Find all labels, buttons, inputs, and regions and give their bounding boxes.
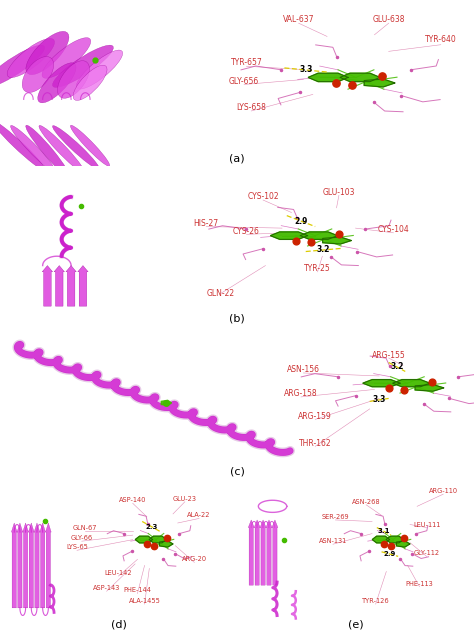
Ellipse shape — [0, 121, 46, 171]
Ellipse shape — [26, 125, 69, 176]
Polygon shape — [323, 237, 351, 244]
Polygon shape — [397, 541, 410, 547]
FancyArrow shape — [17, 523, 23, 608]
Text: ARG-159: ARG-159 — [298, 412, 332, 421]
Text: THR-162: THR-162 — [299, 439, 331, 448]
Text: TYR-640: TYR-640 — [425, 35, 456, 44]
Polygon shape — [135, 536, 153, 543]
Ellipse shape — [53, 45, 113, 87]
Polygon shape — [149, 536, 166, 543]
Text: LYS-65: LYS-65 — [66, 544, 88, 550]
Ellipse shape — [53, 125, 99, 169]
Polygon shape — [386, 536, 403, 543]
Ellipse shape — [7, 38, 55, 78]
Text: (a): (a) — [229, 154, 245, 164]
Text: CYS-104: CYS-104 — [378, 225, 409, 234]
Text: ASN-156: ASN-156 — [287, 366, 320, 375]
Polygon shape — [415, 385, 444, 391]
Text: 3.3: 3.3 — [299, 66, 312, 75]
Text: ALA-22: ALA-22 — [187, 512, 211, 519]
Ellipse shape — [26, 31, 69, 75]
FancyArrow shape — [11, 523, 17, 608]
Text: ASP-143: ASP-143 — [93, 585, 120, 591]
FancyArrow shape — [42, 266, 53, 306]
Text: GLU-103: GLU-103 — [323, 188, 355, 197]
Ellipse shape — [70, 125, 110, 166]
Polygon shape — [363, 380, 400, 387]
FancyArrow shape — [266, 520, 272, 585]
Text: ARG-20: ARG-20 — [182, 556, 207, 562]
Text: LYS-658: LYS-658 — [236, 103, 266, 112]
Polygon shape — [392, 380, 430, 387]
Text: SER-269: SER-269 — [321, 514, 349, 520]
Text: PHE-113: PHE-113 — [406, 581, 433, 587]
Polygon shape — [372, 536, 390, 543]
Ellipse shape — [76, 50, 123, 89]
Text: GLY-656: GLY-656 — [229, 76, 259, 85]
Ellipse shape — [42, 38, 91, 78]
Polygon shape — [300, 232, 337, 240]
FancyArrow shape — [28, 523, 34, 608]
Ellipse shape — [22, 57, 54, 92]
Text: LEU-142: LEU-142 — [105, 570, 132, 576]
Text: GLU-23: GLU-23 — [173, 496, 197, 502]
Text: ARG-158: ARG-158 — [284, 389, 318, 398]
Text: 3.3: 3.3 — [373, 396, 386, 404]
Text: 3.2: 3.2 — [317, 245, 330, 254]
Text: PHE-144: PHE-144 — [123, 587, 152, 594]
Polygon shape — [364, 79, 395, 87]
Ellipse shape — [0, 45, 45, 87]
FancyArrow shape — [78, 266, 88, 306]
FancyArrow shape — [40, 523, 46, 608]
Text: GLY-112: GLY-112 — [413, 550, 440, 556]
Text: VAL-637: VAL-637 — [283, 15, 314, 24]
Text: ASN-268: ASN-268 — [352, 499, 381, 505]
Text: CYS-26: CYS-26 — [233, 227, 260, 236]
Text: 3.2: 3.2 — [390, 362, 404, 371]
Text: (e): (e) — [348, 619, 363, 629]
Text: 3.1: 3.1 — [378, 528, 390, 534]
Text: LEU-111: LEU-111 — [413, 522, 440, 527]
Ellipse shape — [38, 63, 76, 103]
FancyArrow shape — [66, 266, 76, 306]
Ellipse shape — [10, 125, 56, 173]
Polygon shape — [308, 73, 348, 82]
Text: ASP-140: ASP-140 — [119, 497, 146, 503]
Text: ASN-131: ASN-131 — [319, 538, 347, 544]
FancyArrow shape — [46, 523, 51, 608]
Text: CYS-102: CYS-102 — [247, 192, 279, 201]
Text: GLN-22: GLN-22 — [206, 289, 235, 298]
Text: ALA-1455: ALA-1455 — [128, 598, 161, 604]
FancyArrow shape — [254, 520, 260, 585]
Text: ARG-110: ARG-110 — [428, 488, 458, 494]
Text: GLN-67: GLN-67 — [73, 524, 98, 531]
Polygon shape — [271, 232, 308, 240]
Text: 2.3: 2.3 — [146, 524, 158, 530]
Text: (d): (d) — [110, 619, 127, 629]
Polygon shape — [160, 541, 173, 547]
Polygon shape — [161, 400, 172, 406]
Text: TYR-25: TYR-25 — [304, 264, 331, 273]
Text: TYR-657: TYR-657 — [231, 59, 262, 68]
FancyArrow shape — [34, 523, 40, 608]
Text: HIS-27: HIS-27 — [193, 219, 219, 228]
Text: 2.9: 2.9 — [383, 551, 396, 557]
Text: (b): (b) — [229, 313, 245, 324]
Polygon shape — [340, 73, 380, 82]
FancyArrow shape — [272, 520, 278, 585]
Ellipse shape — [39, 125, 84, 173]
Text: GLY-66: GLY-66 — [71, 535, 93, 541]
FancyArrow shape — [23, 523, 28, 608]
Text: GLU-638: GLU-638 — [373, 15, 405, 24]
Ellipse shape — [73, 65, 107, 101]
FancyArrow shape — [54, 266, 64, 306]
Text: 2.9: 2.9 — [294, 217, 308, 225]
FancyArrow shape — [260, 520, 266, 585]
Text: ARG-155: ARG-155 — [372, 350, 406, 359]
Text: (c): (c) — [229, 466, 245, 476]
Text: TYR-126: TYR-126 — [362, 598, 390, 604]
FancyArrow shape — [248, 520, 254, 585]
Ellipse shape — [57, 61, 90, 98]
